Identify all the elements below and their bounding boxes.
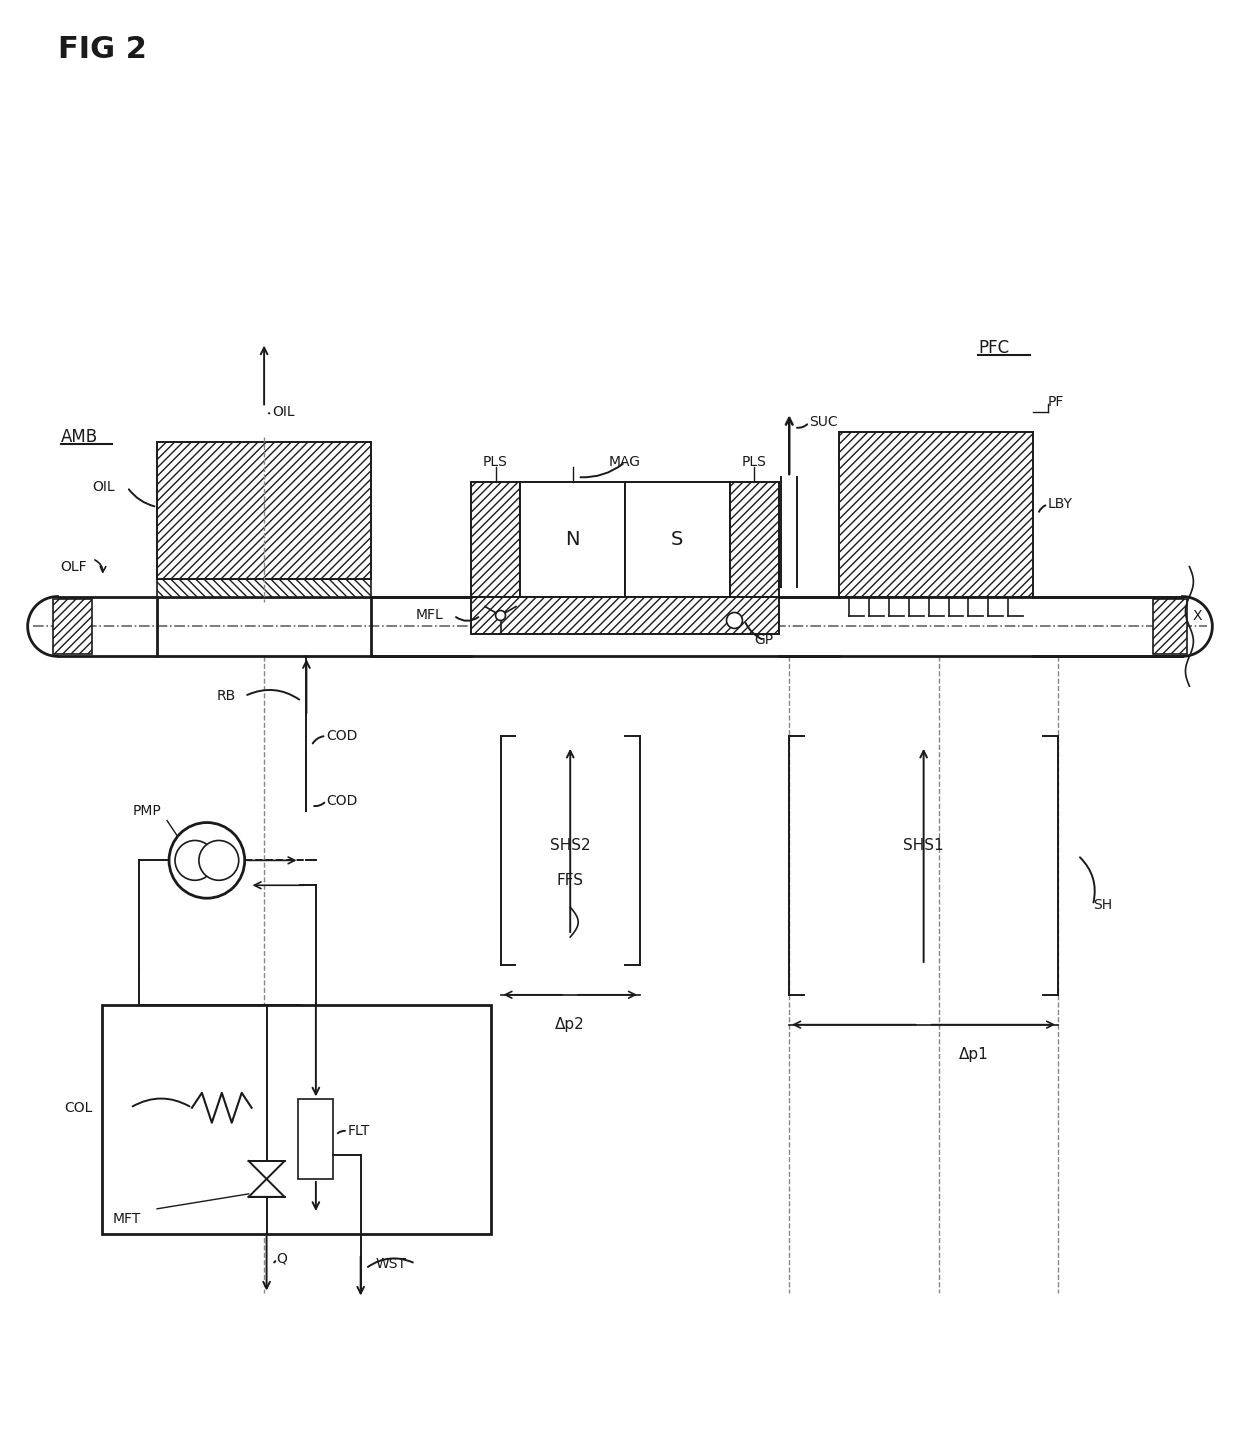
Bar [157, 442, 371, 578]
Text: PFC: PFC [978, 338, 1009, 357]
Text: PF: PF [1048, 395, 1064, 409]
Text: FLT: FLT [347, 1124, 370, 1138]
Text: SHS1: SHS1 [903, 837, 944, 853]
Text: COD: COD [326, 729, 357, 743]
Text: MFL: MFL [415, 609, 444, 622]
Circle shape [175, 840, 215, 881]
Text: PMP: PMP [133, 804, 161, 817]
Text: OIL: OIL [92, 480, 115, 495]
Text: OLF: OLF [61, 560, 87, 574]
Circle shape [496, 610, 506, 620]
Text: SHS2: SHS2 [549, 837, 590, 853]
Text: SH: SH [1092, 898, 1112, 912]
Bar [298, 1099, 332, 1178]
Text: Δp1: Δp1 [959, 1047, 988, 1061]
Text: N: N [565, 529, 580, 549]
Bar [471, 482, 521, 597]
Text: FIG 2: FIG 2 [57, 35, 146, 64]
Text: LBY: LBY [1048, 497, 1073, 512]
Text: OIL: OIL [272, 405, 295, 419]
Bar [157, 578, 371, 597]
Text: PLS: PLS [484, 455, 508, 469]
Text: COD: COD [326, 794, 357, 808]
Bar [521, 482, 625, 597]
Text: FFS: FFS [557, 873, 584, 888]
Bar [471, 597, 779, 635]
Circle shape [727, 613, 743, 629]
Text: SUC: SUC [810, 415, 838, 429]
Text: S: S [671, 529, 683, 549]
Bar [103, 1005, 491, 1233]
Text: MAG: MAG [609, 455, 641, 469]
Text: PLS: PLS [742, 455, 766, 469]
Text: RB: RB [217, 690, 236, 703]
Text: GP: GP [754, 633, 774, 648]
Bar [625, 482, 729, 597]
Text: COL: COL [64, 1100, 92, 1115]
Text: Δp2: Δp2 [556, 1017, 585, 1032]
Text: X: X [1193, 609, 1202, 623]
Bar [52, 599, 92, 654]
Circle shape [169, 823, 244, 898]
Bar [729, 482, 779, 597]
Text: MFT: MFT [113, 1212, 140, 1226]
Text: AMB: AMB [61, 428, 98, 447]
Text: WST: WST [376, 1257, 407, 1271]
Bar [839, 432, 1033, 597]
Bar [1153, 599, 1188, 654]
Circle shape [198, 840, 239, 881]
Text: Q: Q [277, 1252, 288, 1265]
